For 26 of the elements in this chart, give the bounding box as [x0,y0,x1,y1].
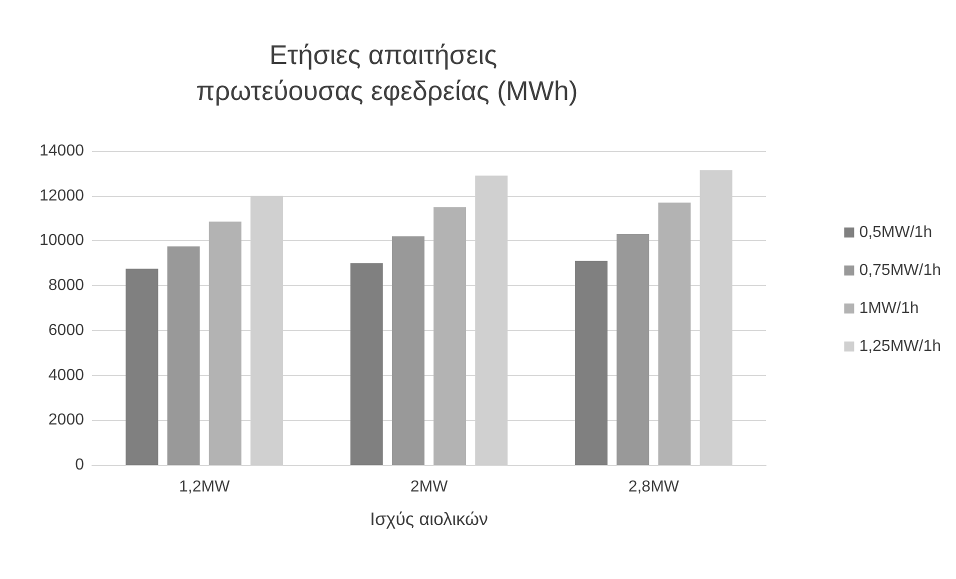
bar [575,260,608,465]
y-tick-label: 6000 [48,322,84,339]
bar [126,268,158,465]
bar [434,207,466,465]
bar [392,236,424,465]
x-tick-label: 1,2MW [178,478,231,496]
x-tick-label: 2MW [410,478,449,496]
y-tick-label: 4000 [48,366,84,384]
y-tick-label: 2000 [48,412,84,429]
bar [208,222,242,465]
y-tick-label: 10000 [40,232,84,250]
x-tick-label: 2,8MW [628,478,680,496]
bar [658,202,691,465]
y-tick-label: 0 [75,456,84,474]
bar [350,263,383,465]
legend-label: 1,25MW/1h [859,338,941,355]
x-axis-title: Ισχύς αιολικών [370,509,488,529]
legend-label: 0,5MW/1h [859,224,932,241]
y-tick-label: 12000 [40,187,84,204]
bar [167,246,200,465]
legend-label: 0,75MW/1h [859,262,941,279]
y-tick-label: 8000 [48,277,84,294]
legend-label: 1MW/1h [859,300,919,317]
y-tick-label: 14000 [40,142,84,160]
bar [616,234,650,465]
chart-title: Ετήσιες απαιτήσεις πρωτεύουσας εφεδρείας (MWh) [196,40,578,106]
